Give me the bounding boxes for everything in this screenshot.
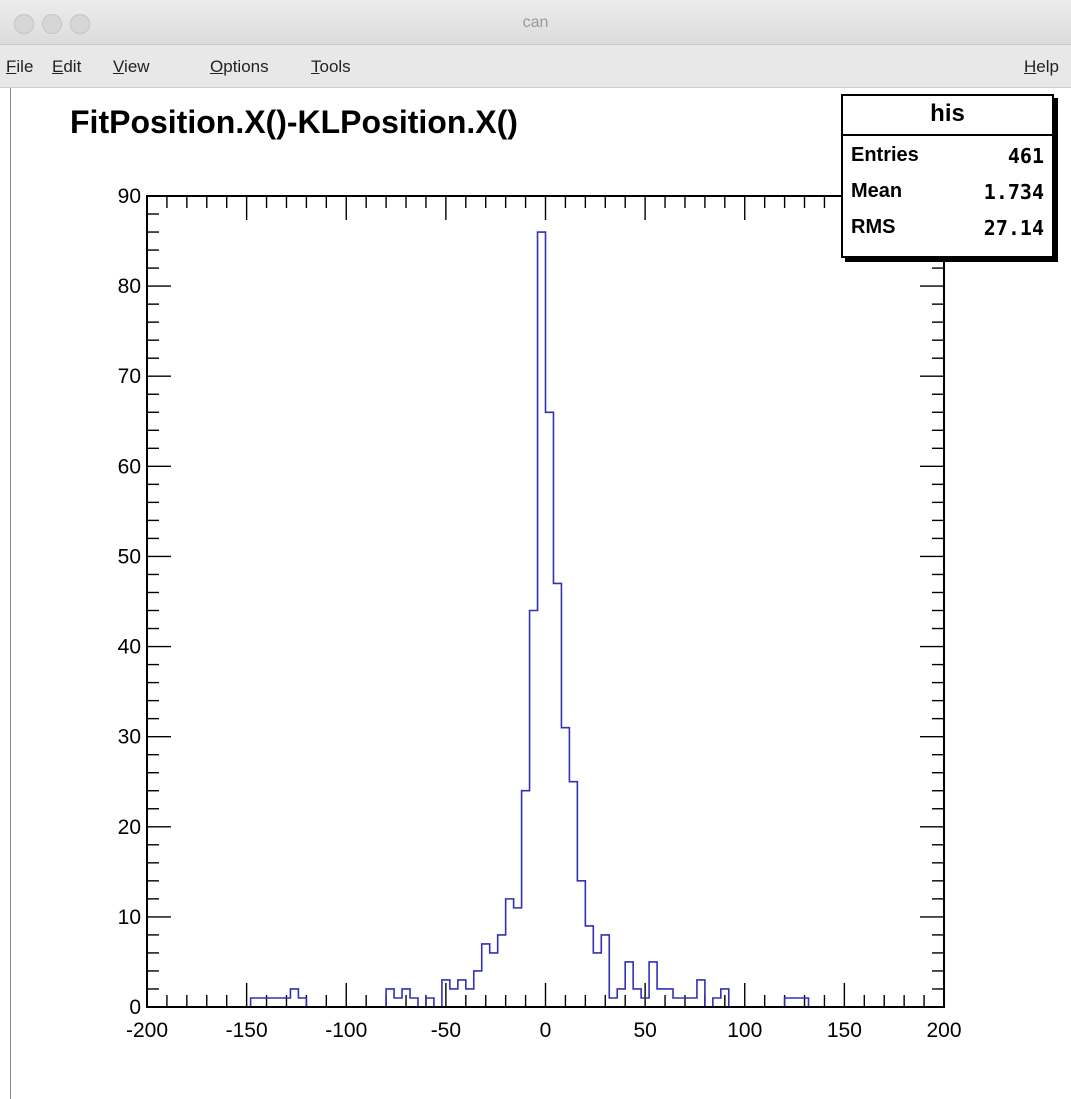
histogram-bin [474, 971, 482, 1007]
stats-label: RMS [851, 216, 896, 238]
histogram-bin [673, 998, 681, 1007]
histogram-bin [514, 908, 522, 1007]
histogram-bin [410, 998, 418, 1007]
stats-value: 1.734 [983, 180, 1044, 204]
histogram-bin [530, 611, 538, 1007]
histogram-bin [665, 989, 673, 1007]
stats-row-rms: RMS 27.14 [851, 216, 1044, 244]
histogram-bin [609, 998, 617, 1007]
y-tick-label: 60 [118, 455, 141, 478]
x-tick-label: -100 [325, 1019, 367, 1042]
histogram-bin [482, 944, 490, 1007]
menu-view[interactable]: View [113, 57, 150, 76]
histogram-bin [498, 935, 506, 1007]
histogram-bin [593, 953, 601, 1007]
stats-value: 27.14 [983, 216, 1044, 240]
histogram-bin [689, 998, 697, 1007]
y-tick-label: 20 [118, 816, 141, 839]
y-tick-label: 10 [118, 906, 141, 929]
histogram-bin [394, 998, 402, 1007]
canvas-left-border [10, 88, 11, 1099]
histogram-bin [641, 998, 649, 1007]
histogram-bin [601, 935, 609, 1007]
y-tick-label: 0 [129, 996, 141, 1019]
stats-label: Mean [851, 180, 903, 202]
x-tick-label: 50 [633, 1019, 656, 1042]
histogram-bin [617, 989, 625, 1007]
histogram-bin [633, 989, 641, 1007]
histogram-bin [298, 998, 306, 1007]
stats-histogram-name: his [930, 100, 965, 127]
histogram-bin [506, 899, 514, 1007]
histogram-bin [801, 998, 809, 1007]
histogram-bin [585, 926, 593, 1007]
histogram-bin [490, 953, 498, 1007]
histogram-bin [713, 998, 721, 1007]
histogram-bin [450, 989, 458, 1007]
stats-label: Entries [851, 144, 919, 166]
histogram-bin [251, 998, 259, 1007]
y-tick-label: 40 [118, 636, 141, 659]
y-tick-label: 50 [118, 545, 141, 568]
y-tick-label: 90 [118, 185, 141, 208]
x-tick-label: 0 [540, 1019, 552, 1042]
close-window-button[interactable] [14, 14, 34, 34]
minimize-window-button[interactable] [42, 14, 62, 34]
y-tick-label: 30 [118, 726, 141, 749]
window-title: can [522, 14, 549, 31]
axis-tick-labels: -200 -150 -100 -50 0 50 100 150 200 0 10 20 30 40 50 60… [118, 185, 962, 1042]
menubar: File Edit View Options Tools Help [0, 45, 1071, 88]
menu-help[interactable]: Help [1024, 57, 1059, 76]
menu-edit[interactable]: Edit [52, 57, 82, 76]
plot-frame [146, 195, 945, 1008]
histogram-bin [275, 998, 283, 1007]
histogram-bin [657, 989, 665, 1007]
histogram-bin [442, 980, 450, 1007]
x-tick-label: 150 [827, 1019, 862, 1042]
histogram-bin [458, 980, 466, 1007]
histogram-bin [577, 881, 585, 1007]
x-tick-label: -150 [226, 1019, 268, 1042]
x-tick-label: 100 [727, 1019, 762, 1042]
histogram-bin [697, 980, 705, 1007]
x-tick-label: -50 [431, 1019, 461, 1042]
histogram-bin [649, 962, 657, 1007]
histogram-bin [386, 989, 394, 1007]
histogram-bin [267, 998, 275, 1007]
histogram-bin [721, 989, 729, 1007]
histogram-bin [466, 989, 474, 1007]
histogram-bin [402, 989, 410, 1007]
histogram-bin [538, 232, 546, 1007]
window-titlebar: can [0, 0, 1071, 45]
histogram-bin [546, 412, 554, 1007]
histogram-bin [625, 962, 633, 1007]
histogram-bin [426, 998, 434, 1007]
histogram-bin [553, 583, 561, 1007]
stats-row-entries: Entries 461 [851, 144, 1044, 172]
histogram-bin [290, 989, 298, 1007]
menu-options[interactable]: Options [210, 57, 269, 76]
x-tick-label: -200 [126, 1019, 168, 1042]
y-tick-label: 70 [118, 365, 141, 388]
stats-divider [843, 134, 1052, 136]
histogram-bin [561, 728, 569, 1007]
histogram-bin [681, 998, 689, 1007]
menu-tools[interactable]: Tools [311, 57, 351, 76]
y-tick-label: 80 [118, 275, 141, 298]
histogram-bin [259, 998, 267, 1007]
histogram-bin [785, 998, 793, 1007]
histogram-bin [522, 791, 530, 1007]
histogram-bin [569, 782, 577, 1007]
histogram-bin [282, 998, 290, 1007]
stats-row-mean: Mean 1.734 [851, 180, 1044, 208]
histogram-bin [793, 998, 801, 1007]
histogram-title: FitPosition.X()-KLPosition.X() [70, 104, 518, 140]
stats-box[interactable]: his Entries 461 Mean 1.734 RMS 27.14 [841, 94, 1054, 258]
menu-file[interactable]: File [6, 57, 34, 76]
x-tick-label: 200 [926, 1019, 961, 1042]
zoom-window-button[interactable] [70, 14, 90, 34]
stats-value: 461 [1007, 144, 1044, 168]
